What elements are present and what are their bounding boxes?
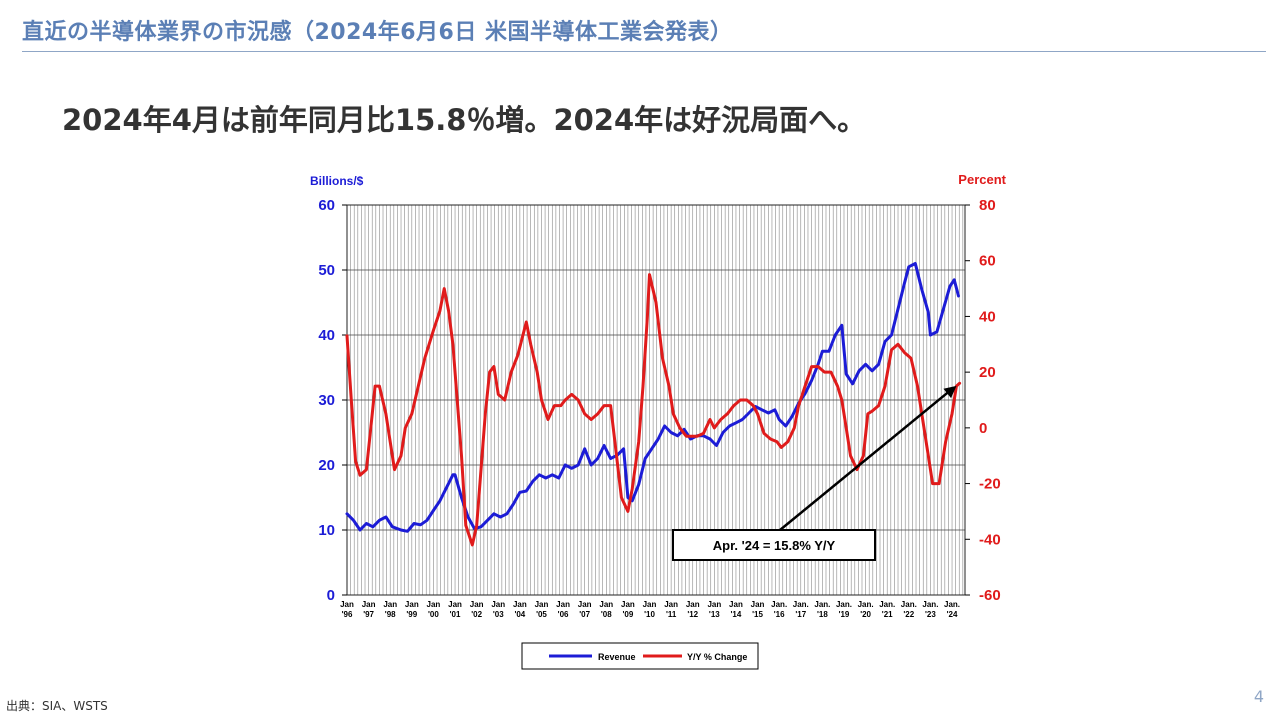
x-tick-label-month: Jan (427, 600, 441, 609)
left-tick-label: 40 (318, 327, 335, 344)
x-tick-label-year: '23 (925, 610, 936, 619)
x-tick-label-month: Jan (751, 600, 765, 609)
right-tick-label: 80 (979, 197, 996, 214)
annotation-arrow-line (779, 386, 955, 531)
legend-revenue-label: Revenue (598, 652, 636, 662)
page-number: 4 (1253, 687, 1264, 706)
right-tick-label: 40 (979, 308, 996, 325)
x-tick-label-year: '13 (709, 610, 720, 619)
right-tick-label: -60 (979, 587, 1001, 604)
x-tick-label-year: '97 (363, 610, 374, 619)
yoy-series-line (345, 273, 962, 547)
left-tick-label: 20 (318, 457, 335, 474)
legend-yoy-label: Y/Y % Change (687, 652, 747, 662)
x-tick-label-year: '03 (493, 610, 504, 619)
x-tick-label-year: '02 (471, 610, 482, 619)
annotation-label: Apr. '24 = 15.8% Y/Y (713, 538, 836, 553)
x-tick-label-year: '22 (903, 610, 914, 619)
x-tick-label-month: Jan (448, 600, 462, 609)
x-tick-label-month: Jan (664, 600, 678, 609)
x-tick-label-month: Jan (491, 600, 505, 609)
right-tick-label: 0 (979, 420, 987, 437)
x-tick-label-month: Jan (599, 600, 613, 609)
x-tick-label-year: '07 (579, 610, 590, 619)
right-axis-title: Percent (958, 172, 1006, 187)
x-tick-label-year: '14 (731, 610, 742, 619)
x-tick-label-month: Jan (470, 600, 484, 609)
x-tick-label-month: Jan. (944, 600, 960, 609)
revenue-series-line (345, 262, 960, 533)
x-tick-label-year: '19 (839, 610, 850, 619)
left-tick-label: 0 (327, 587, 335, 604)
x-tick-label-month: Jan (535, 600, 549, 609)
x-tick-label-month: Jan (621, 600, 635, 609)
x-tick-label-year: '06 (558, 610, 569, 619)
x-tick-label-month: Jan. (771, 600, 787, 609)
x-tick-label-year: '18 (817, 610, 828, 619)
x-tick-label-month: Jan. (836, 600, 852, 609)
x-tick-label-month: Jan (686, 600, 700, 609)
x-tick-label-year: '08 (601, 610, 612, 619)
x-axis: Jan'96Jan'97Jan'98Jan'99Jan'00Jan'01Jan'… (340, 600, 960, 619)
x-tick-label-month: Jan (578, 600, 592, 609)
left-tick-label: 10 (318, 522, 335, 539)
x-tick-label-year: '20 (860, 610, 871, 619)
x-tick-label-month: Jan. (793, 600, 809, 609)
x-tick-label-year: '99 (406, 610, 417, 619)
x-tick-label-month: Jan (513, 600, 527, 609)
right-tick-label: -20 (979, 476, 1001, 493)
x-tick-label-month: Jan (643, 600, 657, 609)
left-axis: 0 10 20 30 40 50 60 (318, 197, 347, 604)
x-tick-label-month: Jan (340, 600, 354, 609)
title-divider (22, 51, 1266, 52)
headline: 2024年4月は前年同月比15.8％増。2024年は好況局面へ。 (62, 103, 867, 137)
right-tick-label: 60 (979, 253, 996, 270)
x-tick-label-year: '11 (666, 610, 677, 619)
right-tick-label: 20 (979, 364, 996, 381)
x-tick-label-year: '12 (687, 610, 698, 619)
x-tick-label-month: Jan (556, 600, 570, 609)
x-tick-label-year: '96 (342, 610, 353, 619)
right-axis: -60 -40 -20 0 20 40 60 80 (965, 197, 1001, 604)
x-tick-label-year: '16 (774, 610, 785, 619)
left-tick-label: 60 (318, 197, 335, 214)
x-tick-label-month: Jan. (858, 600, 874, 609)
left-tick-label: 50 (318, 262, 335, 279)
x-tick-label-year: '04 (514, 610, 525, 619)
left-axis-title: Billions/$ (310, 174, 364, 188)
x-tick-label-month: Jan (383, 600, 397, 609)
series (345, 262, 962, 547)
x-tick-label-year: '21 (882, 610, 893, 619)
x-tick-label-month: Jan. (814, 600, 830, 609)
x-tick-label-year: '09 (623, 610, 634, 619)
x-tick-label-year: '15 (752, 610, 763, 619)
annotation: Apr. '24 = 15.8% Y/Y (672, 385, 957, 561)
x-tick-label-month: Jan (707, 600, 721, 609)
x-tick-label-year: '17 (795, 610, 806, 619)
slide-title: 直近の半導体業界の市況感（2024年6月6日 米国半導体工業会発表） (22, 20, 733, 45)
x-tick-label-year: '10 (644, 610, 655, 619)
x-tick-label-year: '24 (947, 610, 958, 619)
annotation-box (672, 529, 876, 561)
x-tick-label-month: Jan (362, 600, 376, 609)
x-tick-label-month: Jan (729, 600, 743, 609)
x-tick-label-year: '98 (385, 610, 396, 619)
left-tick-label: 30 (318, 392, 335, 409)
x-tick-label-month: Jan. (922, 600, 938, 609)
x-tick-label-year: '05 (536, 610, 547, 619)
x-tick-label-month: Jan. (901, 600, 917, 609)
right-tick-label: -40 (979, 531, 1001, 548)
x-tick-label-year: '01 (450, 610, 461, 619)
source-note: 出典：SIA、WSTS (6, 699, 108, 713)
x-tick-label-month: Jan (405, 600, 419, 609)
annotation-arrow-head (943, 385, 957, 399)
x-tick-label-month: Jan. (879, 600, 895, 609)
x-tick-label-year: '00 (428, 610, 439, 619)
legend: Revenue Y/Y % Change (521, 642, 759, 670)
